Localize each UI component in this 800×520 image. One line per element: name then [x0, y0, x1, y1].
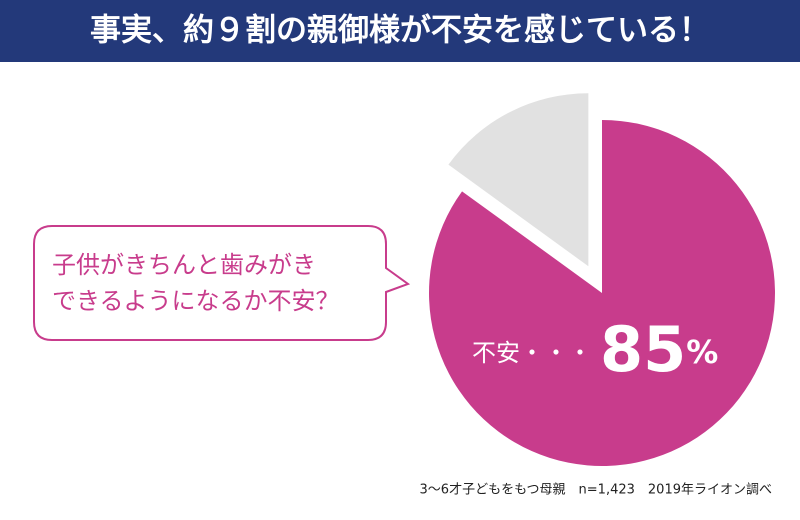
pie [428, 93, 775, 466]
chart-title: 事実、約９割の親御様が不安を感じている！ [90, 13, 710, 49]
value-label: 85% [600, 313, 718, 386]
callout-text: 子供がきちんと歯みがき [52, 251, 316, 279]
annotation: 不安・・・ [472, 339, 592, 367]
pie-slice [428, 120, 775, 466]
title-bar [0, 0, 800, 62]
callout-text: できるようになるか不安？ [52, 287, 340, 315]
callout-bubble [33, 225, 411, 341]
footnote: 3〜6才子どもをもつ母親 n=1,423 2019年ライオン調べ [420, 483, 772, 498]
pie-slice [448, 93, 589, 267]
